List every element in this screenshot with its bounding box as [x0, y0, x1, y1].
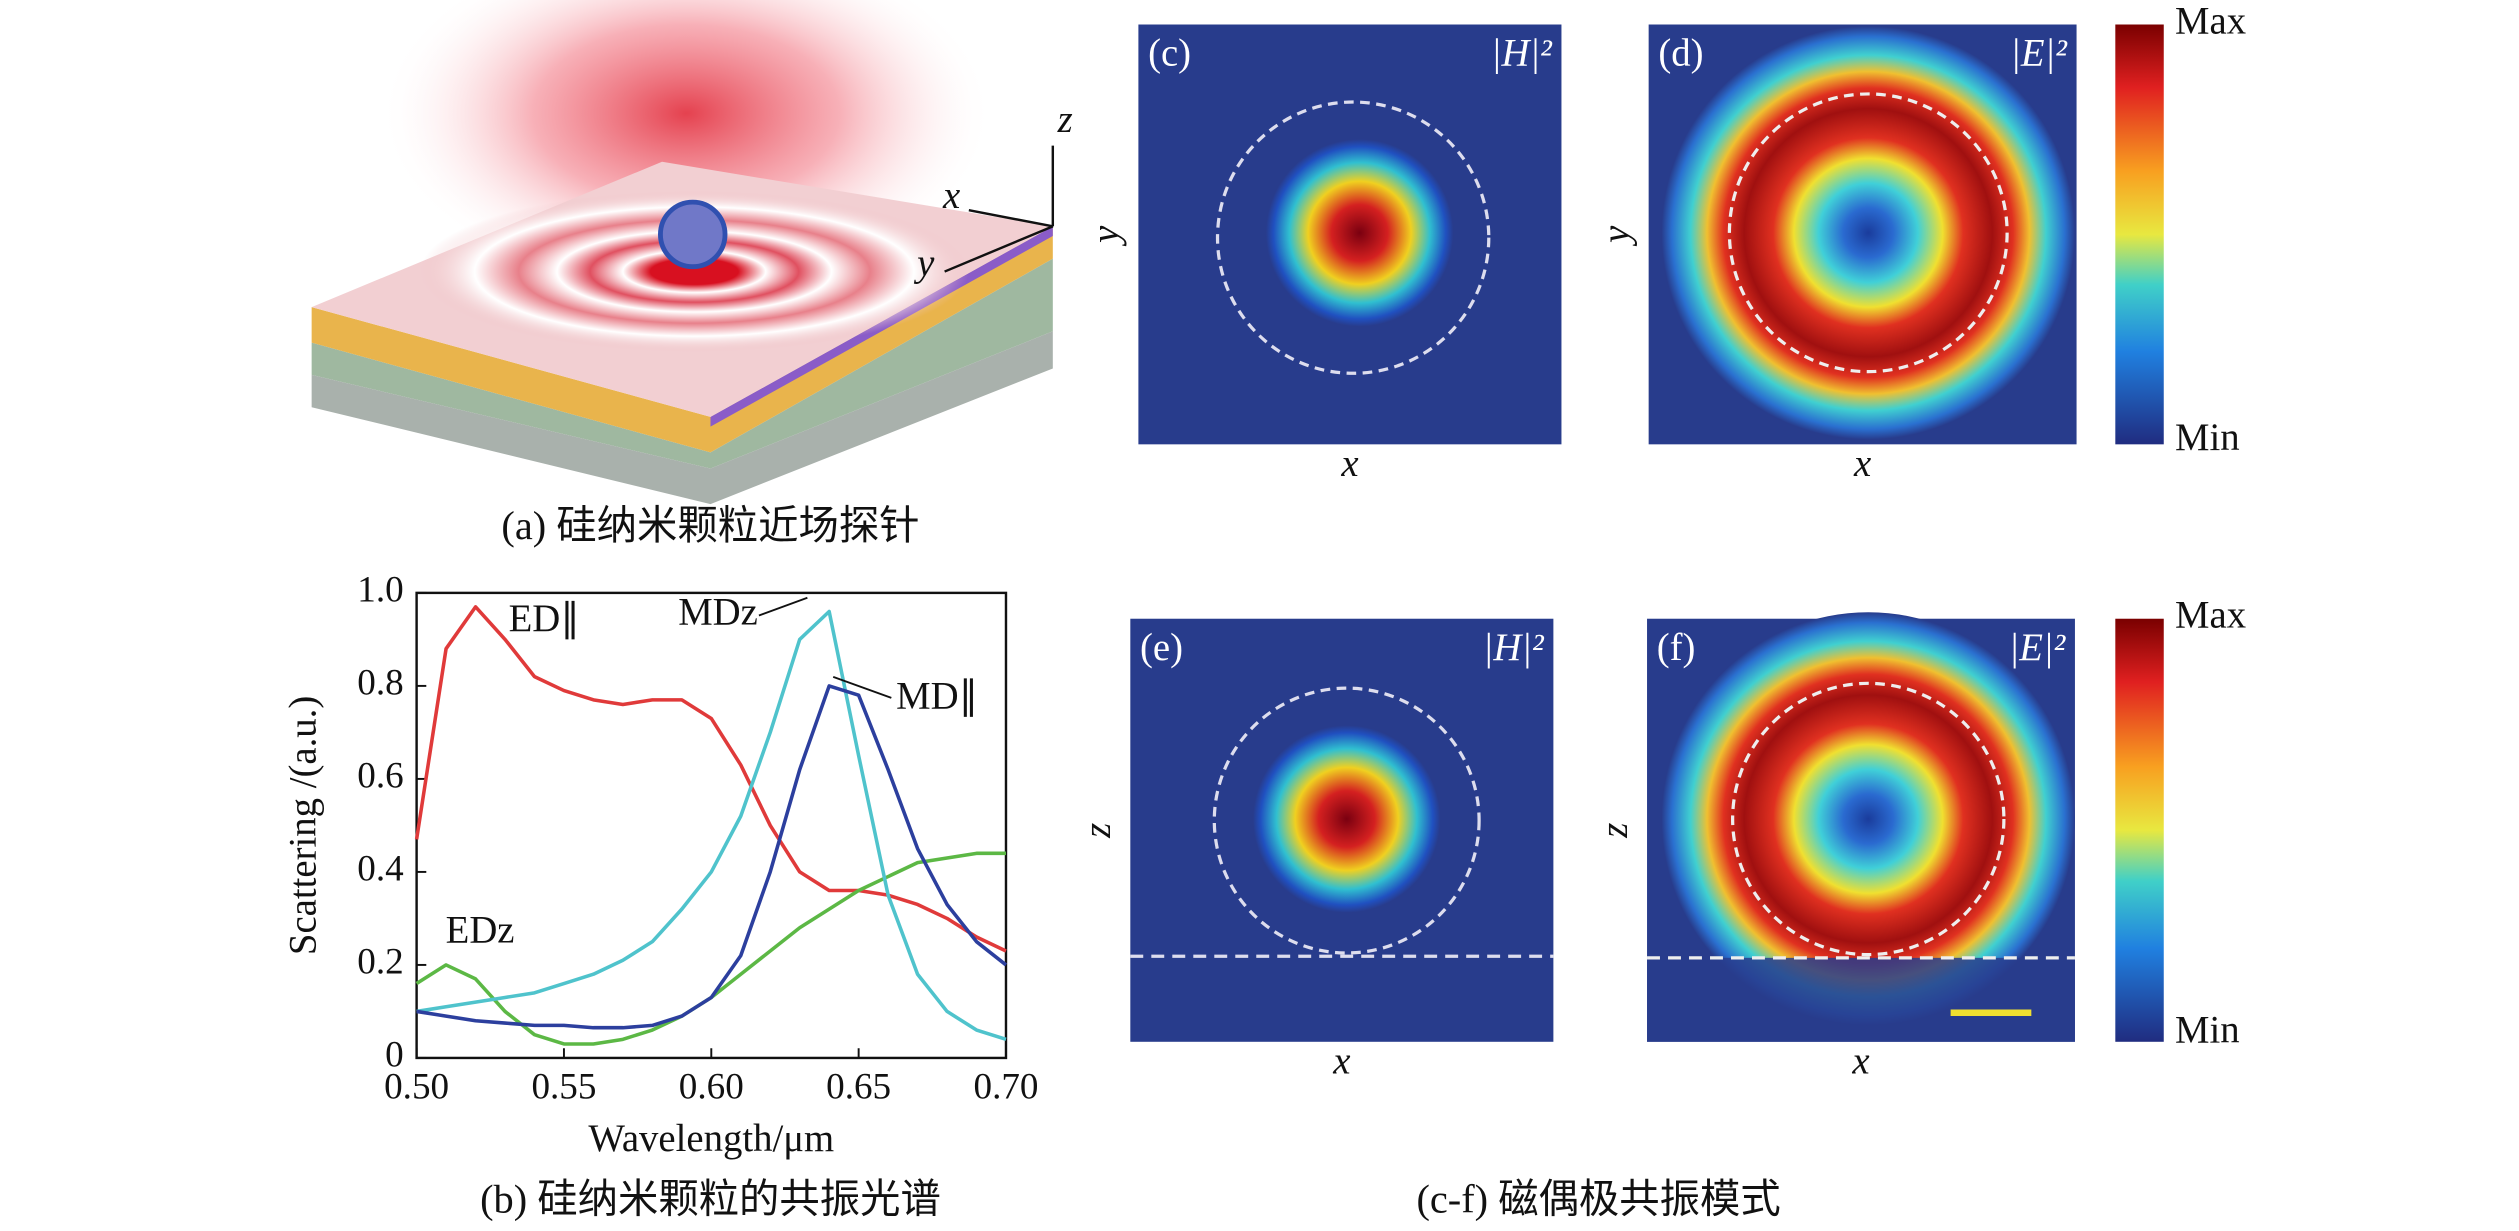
- y-axis-label: z: [1593, 823, 1636, 839]
- series-label: MDz: [678, 590, 758, 633]
- series-label: MD∥: [896, 674, 978, 717]
- panel-label: (c): [1148, 32, 1191, 75]
- x-axis-label: x: [1851, 1039, 1869, 1082]
- x-tick-label: 0.50: [384, 1067, 449, 1108]
- series-line: [416, 684, 1008, 1030]
- x-axis-label: x: [1332, 1039, 1350, 1082]
- series-line: [416, 609, 1007, 1042]
- y-tick-label: 0: [385, 1034, 404, 1075]
- colorbar-min: Min: [2175, 1009, 2240, 1052]
- colorbar-min: Min: [2175, 416, 2240, 459]
- panel-d: [1648, 24, 2077, 445]
- y-tick-label: 0.6: [357, 755, 403, 796]
- y-axis-label: y: [1594, 225, 1637, 247]
- nanoparticle: [658, 199, 728, 270]
- axis-arrow: [968, 209, 1054, 228]
- panel-label: (d): [1658, 32, 1703, 75]
- field-label: |E|²: [2010, 32, 2068, 75]
- gold-layer: [311, 226, 1053, 453]
- series-label: ED∥: [509, 597, 580, 640]
- substrate-bottom: [311, 331, 1053, 505]
- probe-illustration: z x y: [311, 0, 1073, 505]
- line-chart: 0 0.2 0.4 0.6 0.8 1.0 0.50 0.55 0.60 0.65 0.70 Wave…: [282, 569, 1039, 1159]
- axis-3d-label: y: [913, 242, 935, 285]
- particle-outline: [1731, 681, 2006, 957]
- y-tick-label: 0.8: [357, 662, 403, 703]
- field-label: |H|²: [1483, 626, 1545, 669]
- axis-arrow: [944, 225, 1054, 273]
- x-axis-label: x: [1340, 442, 1358, 485]
- x-tick-label: 0.65: [826, 1067, 891, 1108]
- y-axis-label: y: [1084, 225, 1127, 247]
- annotation-arrow: [832, 675, 892, 699]
- field-spot: [1265, 139, 1454, 327]
- particle-outline: [1212, 686, 1481, 955]
- panel-label: (e): [1140, 626, 1183, 669]
- series-label: EDz: [446, 908, 515, 951]
- axis-3d-label: x: [942, 174, 960, 217]
- particle-outline: [1215, 100, 1491, 375]
- panel-labels: (c) |H|² x y (d) |E|² x y (e) |H|² x z (f) |E|² x z: [1076, 32, 2068, 1083]
- plot-frame: [415, 591, 1008, 1060]
- caption: (c-f) 磁偶极共振模式: [1416, 1177, 1780, 1222]
- axis-3d-label: z: [1057, 98, 1073, 141]
- x-axis-title: Wavelength/μm: [588, 1117, 834, 1160]
- panel-c: [1138, 24, 1562, 445]
- colorbar-max: Max: [2175, 0, 2246, 42]
- x-tick-label: 0.60: [679, 1067, 744, 1108]
- y-tick-label: 0.2: [357, 941, 403, 982]
- field-ring: [1661, 612, 2075, 1026]
- colorbar: [2115, 24, 2164, 445]
- panel-e: [1130, 618, 1554, 1042]
- particle-outline: [1727, 92, 2009, 374]
- x-tick-label: 0.70: [974, 1067, 1039, 1108]
- field-label: |E|²: [2009, 626, 2067, 669]
- annotation-arrow: [758, 596, 808, 617]
- substrate: [311, 258, 1053, 469]
- panel-f: [1647, 612, 2075, 1042]
- x-tick-label: 0.55: [531, 1067, 596, 1108]
- y-tick-label: 0.4: [357, 848, 403, 889]
- panel-label: (f): [1657, 626, 1696, 669]
- caption: (b) 硅纳米颗粒的共振光谱: [480, 1177, 941, 1222]
- caption: (a) 硅纳米颗粒近场探针: [501, 503, 919, 548]
- x-axis-label: x: [1853, 442, 1871, 485]
- field-label: |H|²: [1491, 32, 1553, 75]
- y-axis-title: Scattering /(a.u.): [282, 696, 325, 955]
- colorbar: [2115, 618, 2164, 1042]
- surface-rings: [419, 190, 969, 353]
- series-line: [414, 605, 1007, 953]
- field-spot: [1253, 725, 1441, 913]
- y-axis-label: z: [1076, 823, 1119, 839]
- colorbar-max: Max: [2175, 594, 2246, 637]
- y-tick-label: 1.0: [357, 569, 403, 610]
- field-ring: [1661, 26, 2075, 440]
- substrate-region: [1647, 957, 2075, 1042]
